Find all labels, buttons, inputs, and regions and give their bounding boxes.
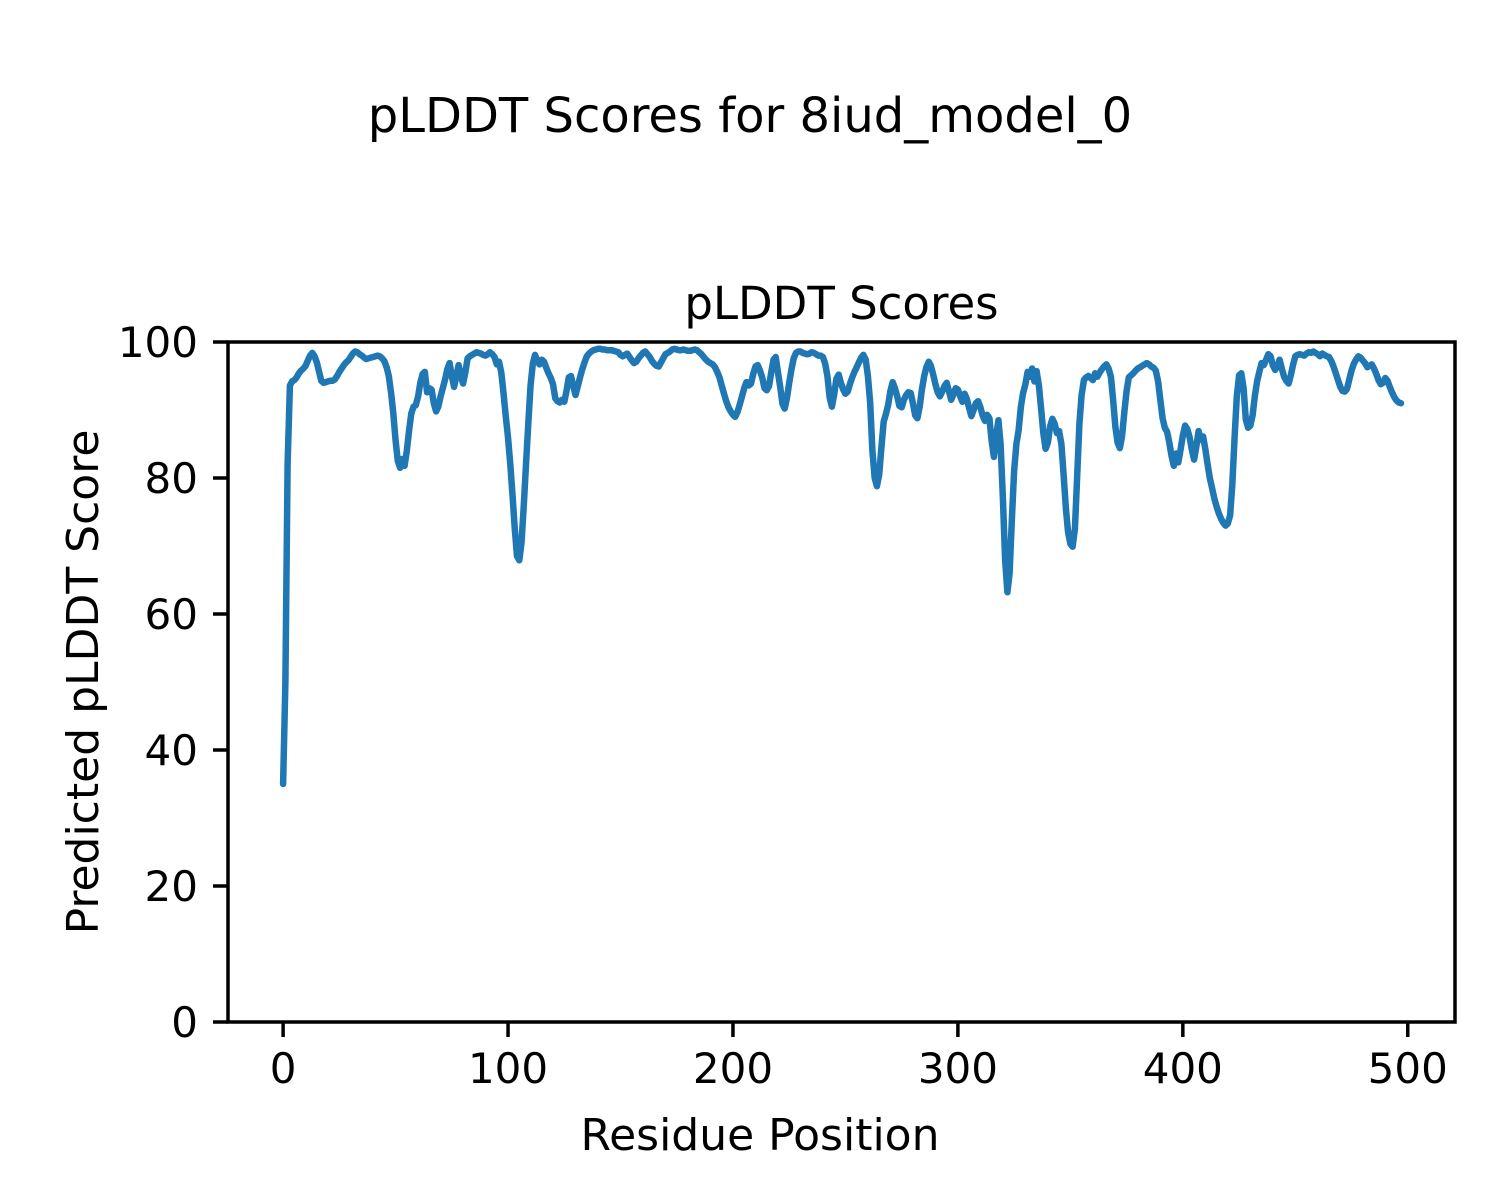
x-tick-label: 0 <box>270 1044 297 1093</box>
x-tick-label: 400 <box>1143 1044 1223 1093</box>
plddt-line <box>279 345 1405 788</box>
x-tick-label: 500 <box>1368 1044 1448 1093</box>
y-tick-label: 80 <box>145 454 198 503</box>
y-axis-label: Predicted pLDDT Score <box>58 429 109 935</box>
y-tick-label: 60 <box>145 590 198 639</box>
x-tick-label: 300 <box>918 1044 998 1093</box>
y-tick-label: 40 <box>145 726 198 775</box>
axes-spines <box>226 340 1457 1024</box>
axes-title: pLDDT Scores <box>684 277 999 330</box>
y-tick-label: 100 <box>118 318 198 367</box>
figure-suptitle: pLDDT Scores for 8iud_model_0 <box>367 88 1133 144</box>
y-tick-label: 0 <box>171 998 198 1047</box>
x-axis-label: Residue Position <box>580 1110 940 1161</box>
x-tick-label: 200 <box>693 1044 773 1093</box>
x-tick-label: 100 <box>468 1044 548 1093</box>
y-tick-label: 20 <box>145 862 198 911</box>
